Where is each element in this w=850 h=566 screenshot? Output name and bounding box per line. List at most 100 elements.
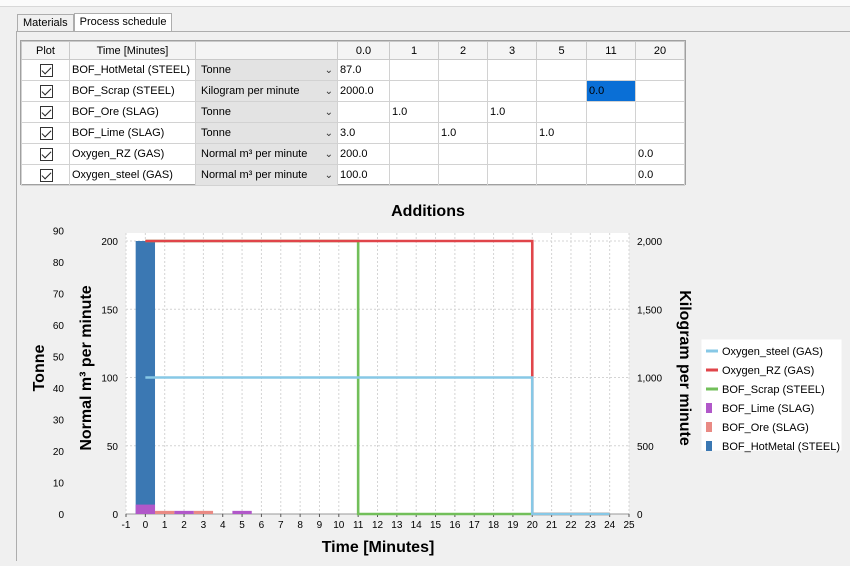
plot-checkbox[interactable] — [40, 126, 53, 140]
unit-select[interactable]: Kilogram per minute ⌄ — [195, 80, 338, 102]
unit-header[interactable] — [195, 41, 338, 60]
value-cell[interactable] — [438, 80, 488, 102]
material-name-cell[interactable]: Oxygen_steel (GAS) — [69, 164, 196, 186]
y-tick-label-tonne: 10 — [53, 479, 65, 490]
value-cell[interactable] — [536, 59, 587, 81]
value-cell[interactable] — [438, 101, 488, 123]
time-col-header[interactable]: 1 — [389, 41, 439, 60]
value-cell[interactable] — [389, 143, 439, 165]
material-name-cell[interactable]: BOF_Lime (SLAG) — [69, 122, 196, 144]
tab-materials[interactable]: Materials — [17, 14, 74, 32]
bar-bof_lime — [135, 504, 156, 514]
x-tick-label: 0 — [143, 520, 149, 531]
value-cell[interactable]: 100.0 — [337, 164, 390, 186]
unit-select[interactable]: Normal m³ per minute ⌄ — [195, 143, 338, 165]
value-cell[interactable] — [536, 164, 587, 186]
x-tick-label: 7 — [278, 520, 284, 531]
value-cell[interactable] — [635, 80, 685, 102]
chevron-down-icon[interactable]: ⌄ — [324, 148, 333, 160]
value-cell[interactable] — [536, 80, 587, 102]
bar-bof_lime — [232, 510, 252, 514]
value-cell[interactable]: 200.0 — [337, 143, 390, 165]
bar-bof_lime — [174, 510, 194, 514]
chevron-down-icon[interactable]: ⌄ — [324, 169, 333, 181]
value-cell[interactable]: 1.0 — [536, 122, 587, 144]
value-cell[interactable] — [337, 101, 390, 123]
plot-checkbox-cell — [21, 101, 70, 123]
value-cell[interactable] — [586, 164, 636, 186]
value-cell[interactable] — [635, 59, 685, 81]
time-col-header[interactable]: 20 — [635, 41, 685, 60]
time-col-header[interactable]: 3 — [487, 41, 537, 60]
time-col-header[interactable]: 2 — [438, 41, 488, 60]
value-cell[interactable]: 87.0 — [337, 59, 390, 81]
value-cell[interactable]: 0.0 — [586, 80, 636, 102]
unit-select[interactable]: Tonne ⌄ — [195, 101, 338, 123]
material-name-cell[interactable]: BOF_Ore (SLAG) — [69, 101, 196, 123]
value-cell[interactable] — [586, 59, 636, 81]
value-cell[interactable] — [438, 59, 488, 81]
material-name-cell[interactable]: Oxygen_RZ (GAS) — [69, 143, 196, 165]
y-tick-label-normal: 200 — [101, 237, 118, 248]
bar-bof_ore — [193, 510, 214, 514]
value-cell[interactable]: 0.0 — [635, 143, 685, 165]
value-cell[interactable] — [389, 59, 439, 81]
value-cell[interactable] — [536, 143, 587, 165]
value-cell[interactable]: 1.0 — [487, 101, 537, 123]
material-name-cell[interactable]: BOF_Scrap (STEEL) — [69, 80, 196, 102]
value-cell[interactable] — [438, 164, 488, 186]
value-cell[interactable] — [389, 164, 439, 186]
plot-checkbox[interactable] — [40, 63, 53, 77]
series-line-oxygen_steel — [145, 376, 610, 516]
header-row: Plot Time [Minutes] 0.0 1 2 3 5 11 20 — [21, 41, 685, 60]
value-cell[interactable] — [586, 122, 636, 144]
time-col-header[interactable]: 0.0 — [337, 41, 390, 60]
value-cell[interactable]: 0.0 — [635, 164, 685, 186]
material-name-cell[interactable]: BOF_HotMetal (STEEL) — [69, 59, 196, 81]
value-cell[interactable] — [586, 101, 636, 123]
chevron-down-icon[interactable]: ⌄ — [324, 106, 333, 118]
value-cell[interactable] — [438, 143, 488, 165]
unit-select[interactable]: Tonne ⌄ — [195, 59, 338, 81]
value-cell[interactable]: 1.0 — [438, 122, 488, 144]
value-cell[interactable] — [635, 122, 685, 144]
legend-entry: BOF_Scrap (STEEL) — [722, 384, 825, 396]
unit-select[interactable]: Tonne ⌄ — [195, 122, 338, 144]
chevron-down-icon[interactable]: ⌄ — [324, 127, 333, 139]
time-col-header[interactable]: 5 — [536, 41, 587, 60]
value-cell[interactable]: 1.0 — [389, 101, 439, 123]
value-cell[interactable] — [487, 80, 537, 102]
value-cell[interactable] — [389, 122, 439, 144]
plot-header[interactable]: Plot — [21, 41, 70, 60]
value-cell[interactable] — [536, 101, 587, 123]
chevron-down-icon[interactable]: ⌄ — [324, 64, 333, 76]
value-cell[interactable] — [586, 143, 636, 165]
chevron-down-icon[interactable]: ⌄ — [324, 85, 333, 97]
plot-checkbox[interactable] — [40, 168, 53, 182]
value-cell[interactable] — [487, 122, 537, 144]
value-cell[interactable] — [487, 164, 537, 186]
time-header[interactable]: Time [Minutes] — [69, 41, 196, 60]
unit-select[interactable]: Normal m³ per minute ⌄ — [195, 164, 338, 186]
plot-checkbox[interactable] — [40, 84, 53, 98]
x-tick-label: 12 — [372, 520, 384, 531]
value-cell[interactable] — [487, 143, 537, 165]
value-cell[interactable] — [389, 80, 439, 102]
time-col-header[interactable]: 11 — [586, 41, 636, 60]
x-tick-label: 25 — [623, 520, 635, 531]
plot-checkbox[interactable] — [40, 147, 53, 161]
tab-bar: Materials Process schedule — [17, 13, 173, 32]
y-tick-label-kg: 0 — [637, 510, 643, 521]
value-cell[interactable] — [487, 59, 537, 81]
value-cell[interactable]: 3.0 — [337, 122, 390, 144]
x-tick-label: 14 — [411, 520, 423, 531]
tab-process-schedule[interactable]: Process schedule — [73, 13, 173, 32]
x-tick-label: -1 — [122, 520, 131, 531]
plot-checkbox[interactable] — [40, 105, 53, 119]
x-tick-label: 17 — [469, 520, 481, 531]
x-tick-label: 6 — [259, 520, 265, 531]
value-cell[interactable]: 2000.0 — [337, 80, 390, 102]
value-cell[interactable] — [635, 101, 685, 123]
y-tick-label-tonne: 60 — [53, 321, 65, 332]
y-tick-label-kg: 500 — [637, 442, 654, 453]
